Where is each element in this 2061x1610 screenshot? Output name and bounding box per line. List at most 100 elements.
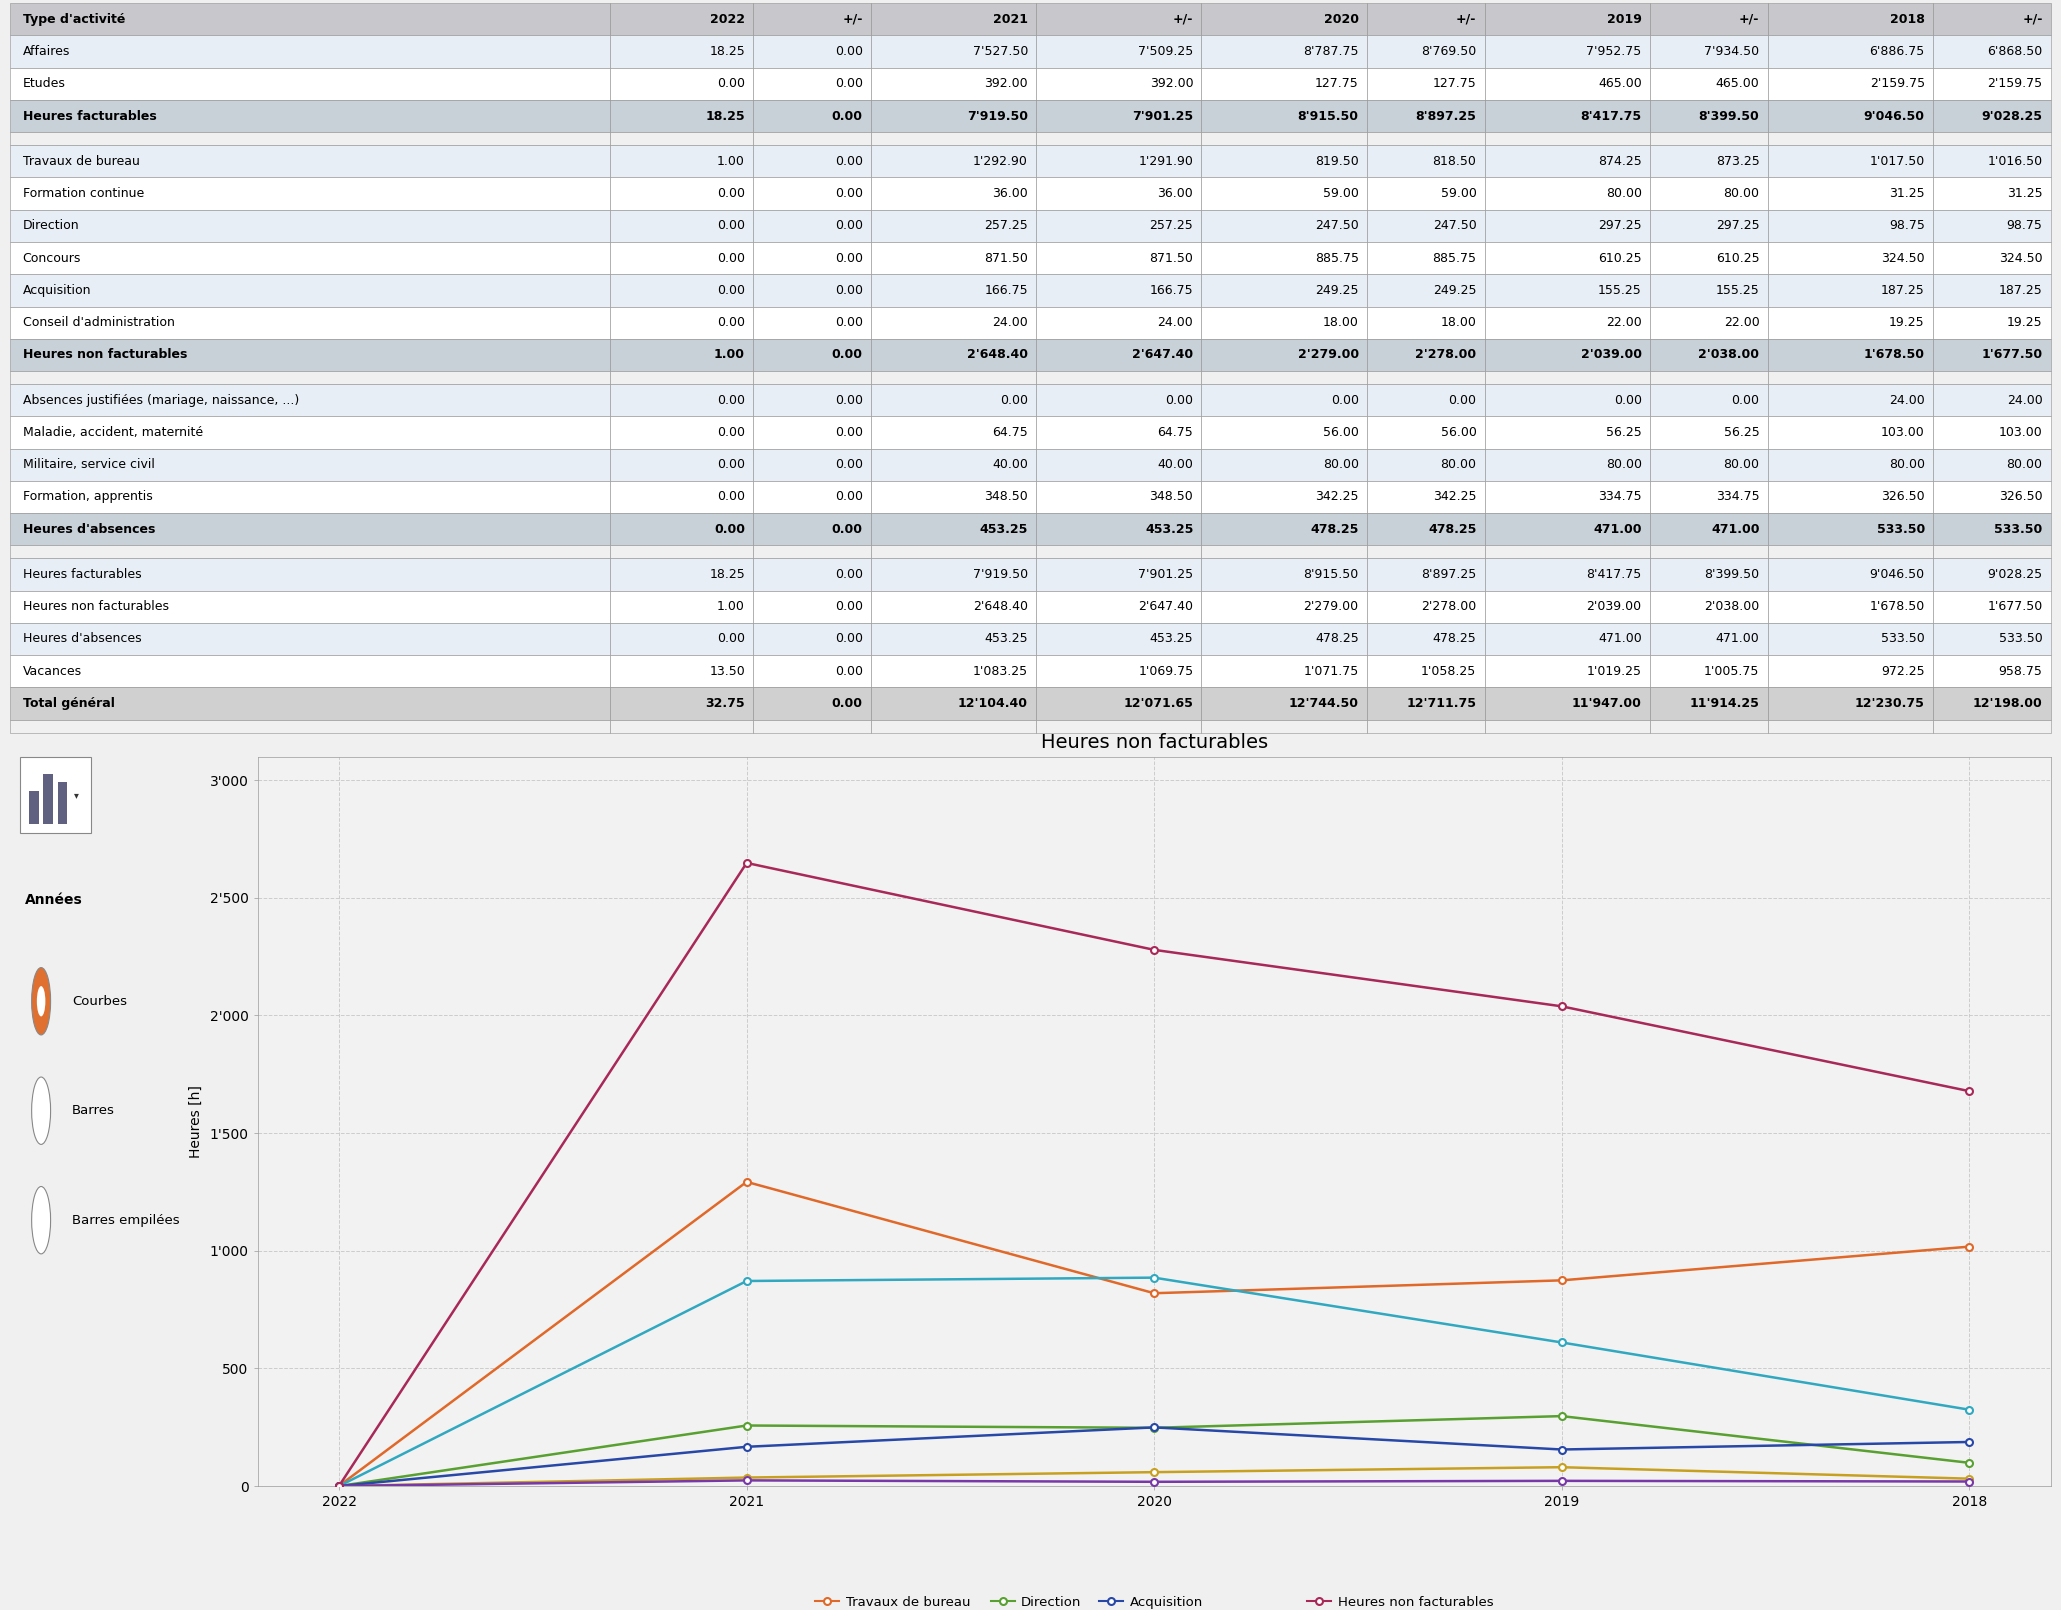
Text: 1'677.50: 1'677.50 <box>1987 601 2042 613</box>
Bar <box>10 68 610 100</box>
Text: +/-: +/- <box>1173 13 1193 26</box>
Text: 2'039.00: 2'039.00 <box>1581 348 1643 362</box>
Text: 0.00: 0.00 <box>835 394 864 407</box>
Bar <box>10 209 610 242</box>
Bar <box>1366 177 1484 209</box>
Bar <box>1202 687 1366 720</box>
Bar <box>1651 623 1768 655</box>
Bar <box>1037 274 1202 306</box>
Text: 7'919.50: 7'919.50 <box>973 568 1028 581</box>
Bar <box>610 177 752 209</box>
Text: 1'291.90: 1'291.90 <box>1138 155 1193 167</box>
Bar <box>1202 623 1366 655</box>
Text: 7'527.50: 7'527.50 <box>973 45 1028 58</box>
Bar <box>10 655 610 687</box>
Text: 1'292.90: 1'292.90 <box>973 155 1028 167</box>
Text: 11'914.25: 11'914.25 <box>1690 697 1760 710</box>
Text: 8'787.75: 8'787.75 <box>1303 45 1358 58</box>
Bar <box>872 68 1037 100</box>
Text: 958.75: 958.75 <box>1999 665 2042 678</box>
Bar <box>752 655 872 687</box>
Bar <box>610 623 752 655</box>
Bar <box>1651 514 1768 546</box>
Bar <box>1366 687 1484 720</box>
Bar <box>752 3 872 35</box>
Bar <box>1933 449 2051 481</box>
Bar <box>1366 242 1484 274</box>
Text: 56.00: 56.00 <box>1441 427 1476 440</box>
Text: +/-: +/- <box>843 13 864 26</box>
Bar <box>1037 68 1202 100</box>
Text: 0.00: 0.00 <box>717 459 744 472</box>
Text: 64.75: 64.75 <box>1158 427 1193 440</box>
Bar <box>1768 177 1933 209</box>
Text: 249.25: 249.25 <box>1315 283 1358 296</box>
Bar <box>1366 132 1484 145</box>
Text: Etudes: Etudes <box>23 77 66 90</box>
Bar <box>1768 68 1933 100</box>
Bar <box>872 687 1037 720</box>
Text: Formation continue: Formation continue <box>23 187 144 200</box>
Bar <box>10 242 610 274</box>
Bar <box>1484 3 1651 35</box>
Bar <box>1366 100 1484 132</box>
Bar <box>1484 35 1651 68</box>
Bar <box>1933 35 2051 68</box>
Bar <box>1366 546 1484 559</box>
Text: 0.00: 0.00 <box>717 427 744 440</box>
Bar <box>610 132 752 145</box>
Title: Heures non facturables: Heures non facturables <box>1041 734 1268 752</box>
Bar <box>752 274 872 306</box>
Bar <box>10 449 610 481</box>
Bar <box>1651 655 1768 687</box>
Text: 453.25: 453.25 <box>1146 523 1193 536</box>
Bar <box>752 449 872 481</box>
Text: 1'069.75: 1'069.75 <box>1138 665 1193 678</box>
Text: 24.00: 24.00 <box>2007 394 2042 407</box>
Text: 326.50: 326.50 <box>1882 491 1925 504</box>
Bar <box>752 687 872 720</box>
Bar <box>1933 481 2051 514</box>
Bar <box>1933 559 2051 591</box>
Bar <box>610 591 752 623</box>
Text: 342.25: 342.25 <box>1315 491 1358 504</box>
Text: 342.25: 342.25 <box>1432 491 1476 504</box>
Bar <box>1933 514 2051 546</box>
Bar <box>1366 385 1484 417</box>
Bar <box>610 546 752 559</box>
Text: +/-: +/- <box>1455 13 1476 26</box>
Text: 2020: 2020 <box>1323 13 1358 26</box>
Text: 7'509.25: 7'509.25 <box>1138 45 1193 58</box>
Text: Travaux de bureau: Travaux de bureau <box>23 155 140 167</box>
Text: 59.00: 59.00 <box>1323 187 1358 200</box>
Bar <box>1366 372 1484 385</box>
Bar <box>1933 132 2051 145</box>
Text: 2'159.75: 2'159.75 <box>1987 77 2042 90</box>
Text: 98.75: 98.75 <box>1888 219 1925 232</box>
Text: Acquisition: Acquisition <box>23 283 91 296</box>
Bar <box>1651 3 1768 35</box>
Bar <box>1484 145 1651 177</box>
Bar <box>10 687 610 720</box>
Text: 187.25: 187.25 <box>1882 283 1925 296</box>
Text: 166.75: 166.75 <box>985 283 1028 296</box>
Bar <box>10 372 610 385</box>
Bar <box>1484 514 1651 546</box>
Bar <box>1037 306 1202 338</box>
Text: 533.50: 533.50 <box>1999 633 2042 646</box>
Bar <box>1933 720 2051 733</box>
Text: 2'648.40: 2'648.40 <box>967 348 1028 362</box>
Bar <box>872 546 1037 559</box>
Text: 2022: 2022 <box>709 13 744 26</box>
Bar <box>1933 100 2051 132</box>
Bar <box>610 35 752 68</box>
Bar <box>1484 417 1651 449</box>
Bar <box>1484 177 1651 209</box>
Text: 7'952.75: 7'952.75 <box>1587 45 1643 58</box>
Bar <box>610 514 752 546</box>
Text: 873.25: 873.25 <box>1715 155 1760 167</box>
Text: 80.00: 80.00 <box>1323 459 1358 472</box>
Bar <box>610 655 752 687</box>
Bar <box>10 385 610 417</box>
Bar <box>752 100 872 132</box>
